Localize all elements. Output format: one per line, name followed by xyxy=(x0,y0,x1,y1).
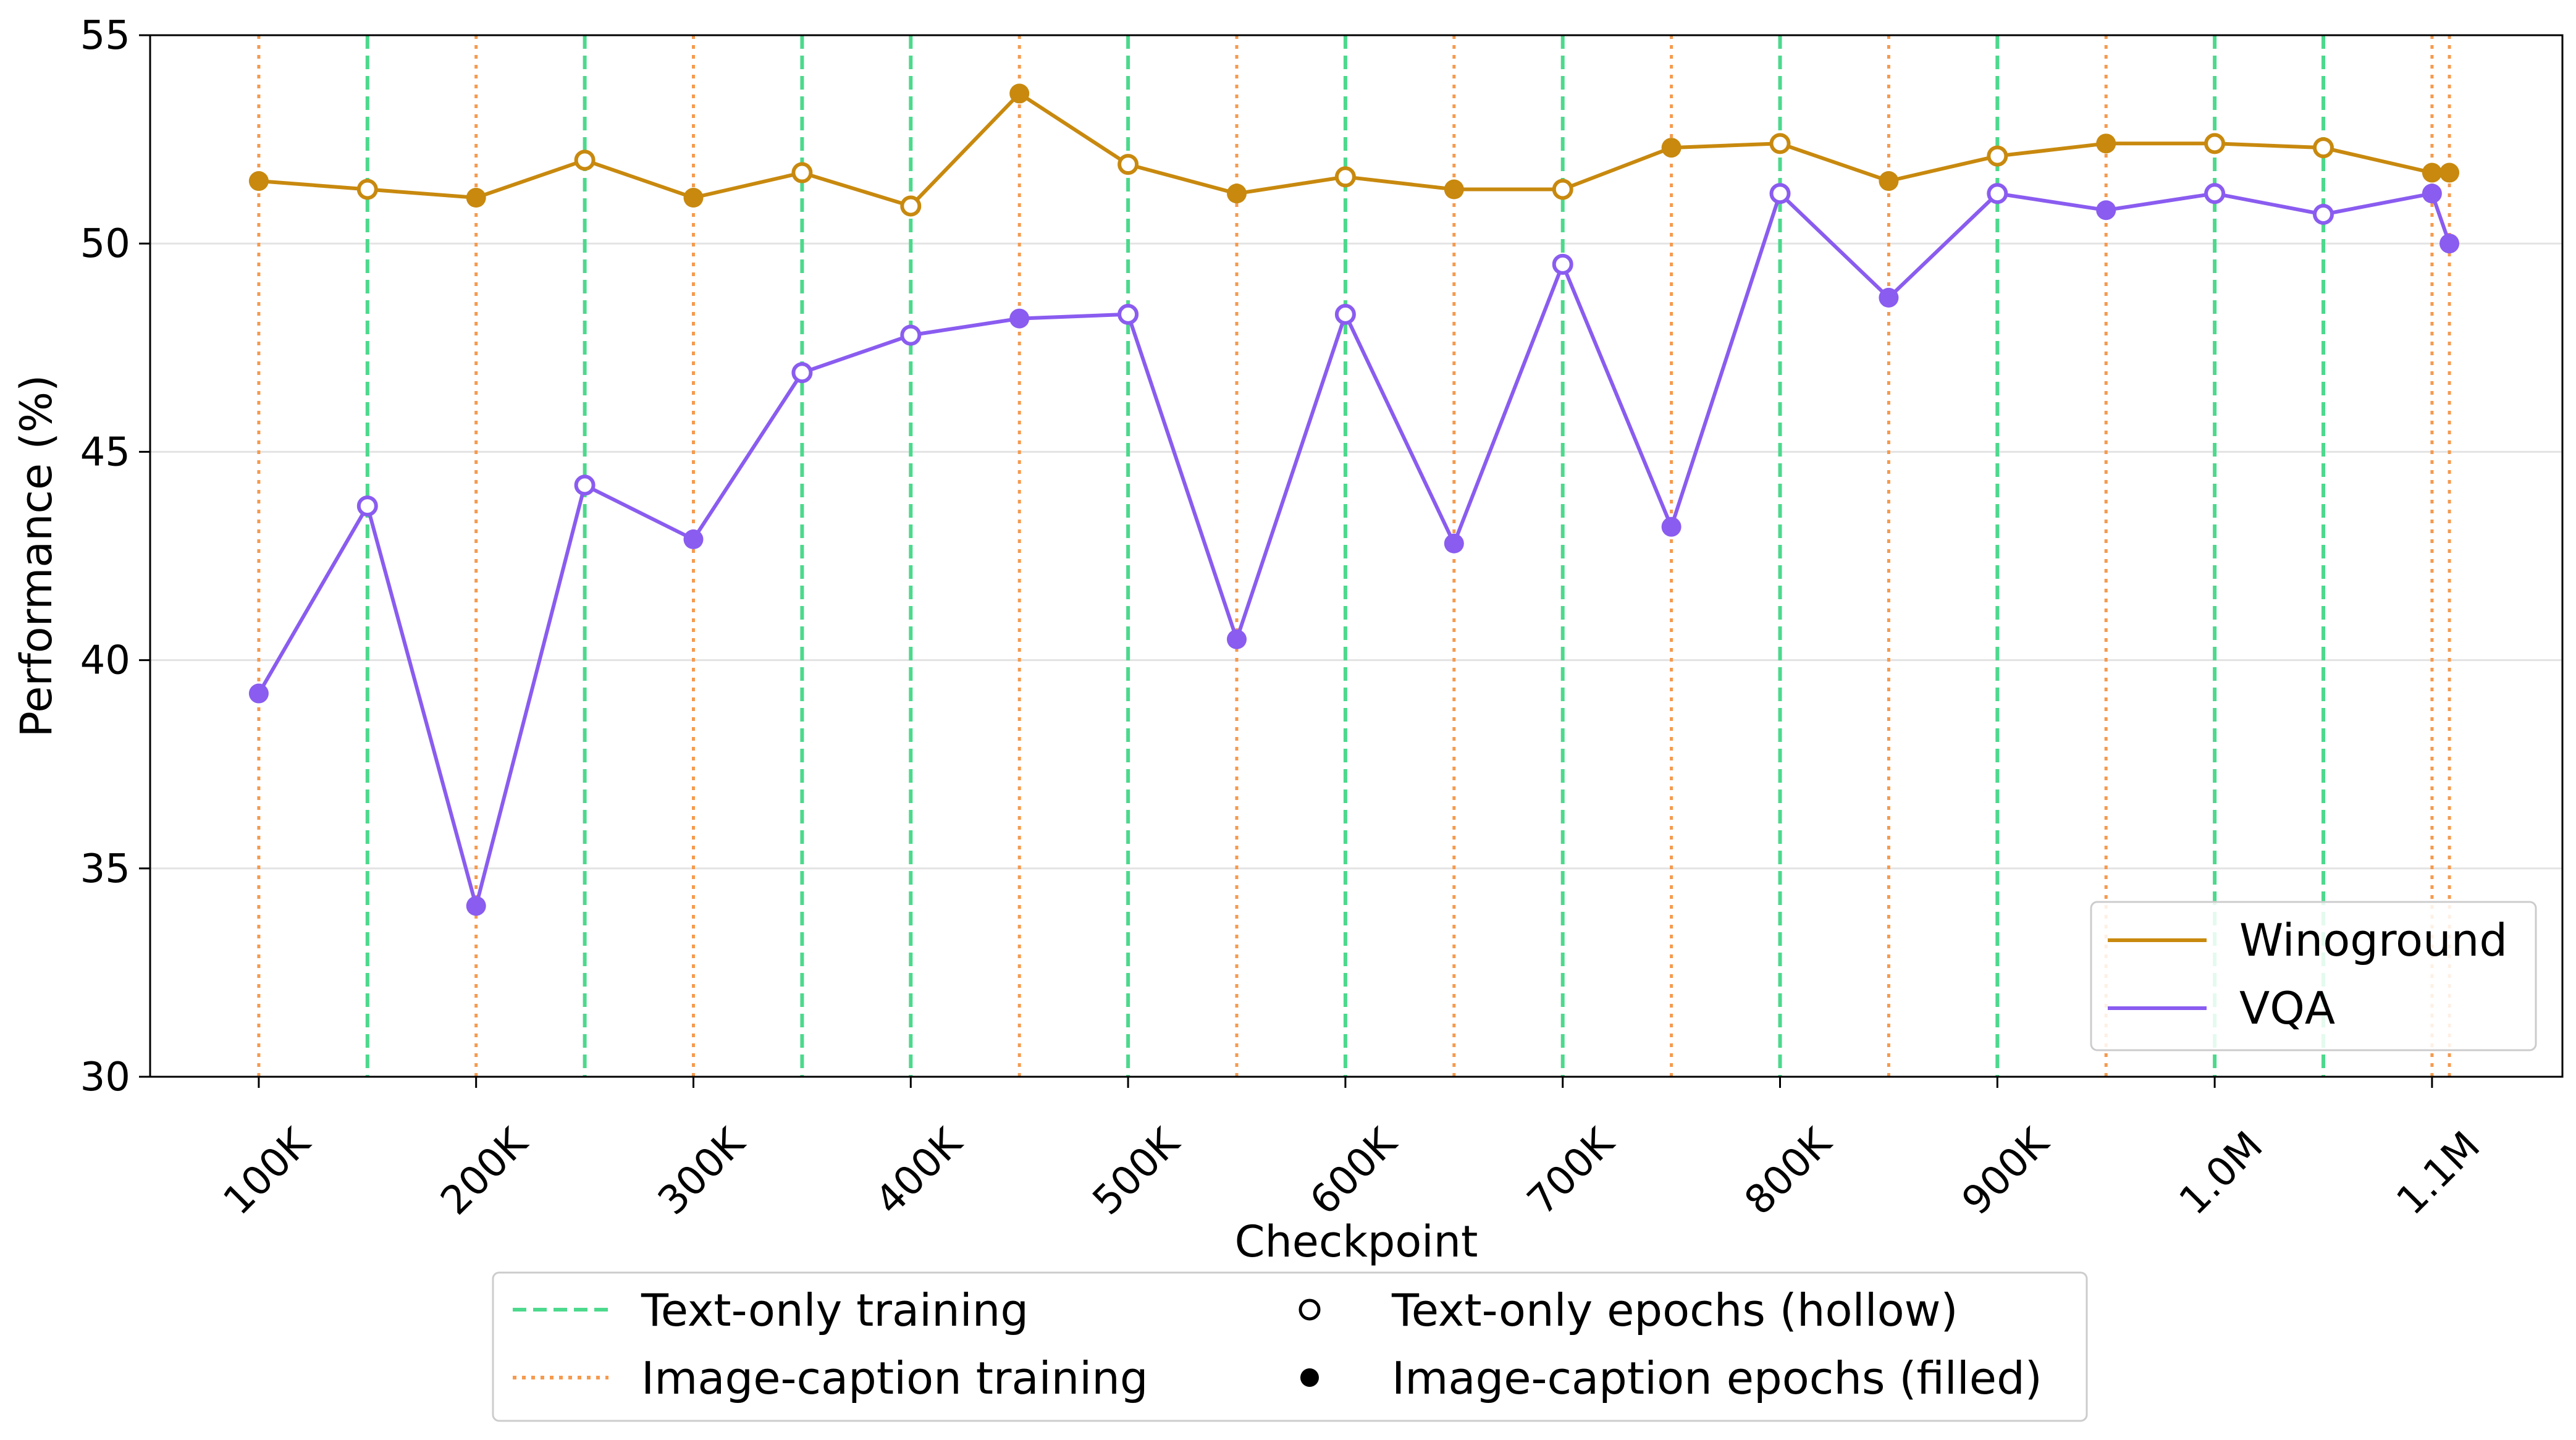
x-tick-label: 1.0M xyxy=(2171,1123,2271,1224)
phase-legend-frame xyxy=(492,1271,2088,1422)
data-point-winoground-hollow xyxy=(574,149,596,171)
plot-frame xyxy=(149,34,2564,1078)
data-point-winoground-filled xyxy=(683,188,704,208)
series-lines xyxy=(248,83,2460,916)
legend-marker-filled xyxy=(1300,1368,1319,1387)
data-point-vqa-hollow xyxy=(1334,303,1356,325)
data-point-vqa-filled xyxy=(1661,516,1682,537)
data-point-vqa-filled xyxy=(248,683,269,704)
data-point-vqa-filled xyxy=(1227,629,1247,649)
data-point-vqa-filled xyxy=(2422,183,2442,204)
legend-label-hollow-marker: Text-only epochs (hollow) xyxy=(1391,1284,1958,1336)
data-point-winoground-filled xyxy=(2439,162,2460,183)
data-point-winoground-filled xyxy=(1009,83,1030,104)
data-point-winoground-hollow xyxy=(1334,166,1356,188)
x-tick-label: 500K xyxy=(1084,1119,1189,1224)
data-point-vqa-filled xyxy=(2096,200,2116,221)
data-point-vqa-hollow xyxy=(791,362,813,384)
y-tick-label: 45 xyxy=(80,429,130,475)
data-point-vqa-hollow xyxy=(2313,203,2334,225)
data-point-vqa-hollow xyxy=(574,474,596,496)
x-tick-label: 1.1M xyxy=(2388,1123,2489,1224)
x-tick-label: 700K xyxy=(1519,1119,1624,1224)
data-point-vqa-hollow xyxy=(1987,183,2008,204)
data-point-vqa-filled xyxy=(1009,308,1030,329)
data-point-winoground-filled xyxy=(466,188,486,208)
phase-lines xyxy=(257,35,2451,1077)
legend-label-vqa: VQA xyxy=(2239,982,2335,1034)
x-tick-label: 300K xyxy=(649,1119,754,1224)
series-legend: Winoground VQA xyxy=(2090,901,2537,1051)
x-tick-label: 800K xyxy=(1736,1119,1842,1224)
data-point-vqa-filled xyxy=(1444,533,1464,554)
y-tick-label: 35 xyxy=(80,846,130,892)
data-point-vqa-hollow xyxy=(1118,303,1139,325)
data-point-winoground-filled xyxy=(1227,183,1247,204)
data-point-winoground-hollow xyxy=(356,179,378,200)
data-point-winoground-hollow xyxy=(1769,133,1791,154)
x-axis-title: Checkpoint xyxy=(1235,1216,1478,1267)
data-point-vqa-filled xyxy=(683,529,704,550)
data-point-vqa-hollow xyxy=(1769,183,1791,204)
data-point-vqa-hollow xyxy=(1552,253,1573,275)
x-tick-label: 200K xyxy=(432,1119,537,1224)
y-tick-label: 40 xyxy=(80,638,130,684)
data-point-vqa-filled xyxy=(2439,234,2460,254)
x-tick-label: 600K xyxy=(1302,1119,1407,1224)
data-point-vqa-filled xyxy=(466,896,486,916)
legend-label-text-only-training: Text-only training xyxy=(641,1284,1029,1336)
data-point-vqa-filled xyxy=(1879,287,1899,308)
phase-legend: Text-only training Image-caption trainin… xyxy=(492,1271,2088,1422)
data-point-winoground-hollow xyxy=(1987,145,2008,167)
data-point-winoground-filled xyxy=(1661,138,1682,158)
data-point-winoground-hollow xyxy=(900,195,922,217)
series-line-winoground xyxy=(258,91,2450,208)
y-tick-label: 50 xyxy=(80,221,130,267)
data-point-winoground-hollow xyxy=(791,162,813,183)
data-point-winoground-filled xyxy=(2422,162,2442,183)
data-point-vqa-hollow xyxy=(356,495,378,517)
data-point-winoground-filled xyxy=(2096,133,2116,154)
data-point-vqa-hollow xyxy=(900,324,922,346)
legend-label-filled-marker: Image-caption epochs (filled) xyxy=(1392,1352,2042,1404)
series-line-vqa xyxy=(257,192,2451,908)
data-point-winoground-hollow xyxy=(1552,179,1573,200)
data-point-winoground-hollow xyxy=(2313,137,2334,159)
legend-label-image-caption-training: Image-caption training xyxy=(641,1352,1148,1404)
data-point-winoground-filled xyxy=(1444,179,1464,200)
data-point-winoground-filled xyxy=(1879,171,1899,192)
data-point-winoground-filled xyxy=(248,171,269,192)
x-tick-label: 400K xyxy=(867,1119,972,1224)
data-point-vqa-hollow xyxy=(2204,183,2226,204)
x-tick-label: 100K xyxy=(215,1119,320,1224)
data-point-winoground-hollow xyxy=(2204,133,2226,154)
y-tick-label: 30 xyxy=(80,1055,130,1100)
data-point-winoground-hollow xyxy=(1118,154,1139,175)
y-tick-label: 55 xyxy=(80,13,130,59)
legend-marker-hollow xyxy=(1299,1299,1321,1321)
legend-label-winoground: Winoground xyxy=(2239,914,2507,966)
x-tick-label: 900K xyxy=(1953,1119,2058,1224)
y-axis-title: Performance (%) xyxy=(11,375,62,738)
